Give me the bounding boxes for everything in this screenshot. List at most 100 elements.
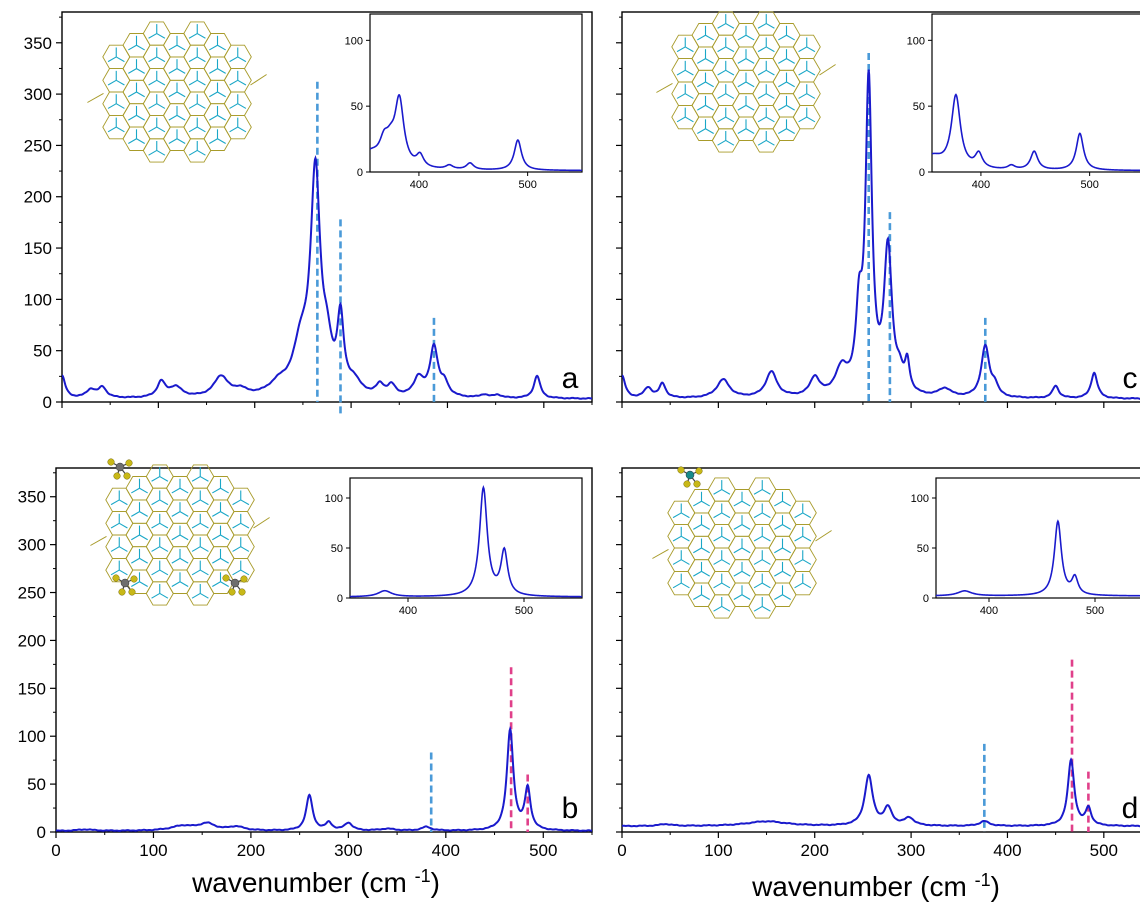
lattice-bond (232, 522, 242, 529)
lattice-bond (725, 23, 735, 29)
lattice-bond (217, 68, 226, 74)
lattice-bond (705, 81, 714, 88)
lattice-bond (176, 44, 186, 51)
lattice-bond (794, 512, 804, 519)
lattice-bond (672, 535, 682, 542)
lattice-bond (128, 138, 137, 144)
lattice-bond (778, 81, 787, 88)
lattice-bond (168, 91, 178, 98)
molecule-structure-image (656, 11, 836, 153)
lattice-bond (701, 500, 710, 507)
x-tick-label: 0 (617, 841, 626, 860)
lattice-bond (212, 511, 221, 517)
inset-x-tick-label: 400 (980, 605, 998, 617)
inset-x-tick-label: 500 (1086, 605, 1104, 617)
lattice-bond (148, 149, 158, 156)
lattice-bond (107, 126, 117, 133)
x-tick-label: 300 (897, 841, 925, 860)
inset-plot: 0 50 100 400 500 (345, 13, 583, 191)
lattice-bond (765, 69, 775, 76)
lattice-bond (701, 547, 710, 554)
lattice-bond (188, 56, 198, 63)
lattice-bond (220, 534, 229, 541)
lattice-bond (156, 149, 166, 156)
lattice-bond (701, 570, 710, 577)
lattice-bond (765, 93, 775, 99)
inset-frame (935, 477, 1140, 599)
lattice-bond (656, 82, 673, 93)
panel-frame (55, 467, 593, 833)
y-tick-label: 150 (18, 679, 46, 698)
lattice-bond (196, 126, 206, 133)
cluster-atom (677, 466, 685, 474)
lattice-bond (209, 91, 218, 98)
lattice-bond (191, 476, 201, 482)
lattice-bond (806, 69, 816, 76)
lattice-bond (745, 34, 755, 41)
lattice-bond (148, 103, 158, 109)
lattice-bond (713, 512, 723, 519)
spectrum-line (62, 155, 592, 400)
lattice-bond (794, 535, 804, 542)
lattice-bond (721, 512, 731, 519)
lattice-bond (128, 91, 137, 98)
lattice-bond (128, 68, 137, 74)
lattice-bond (196, 103, 206, 109)
lattice-bond (737, 128, 747, 134)
inset-y-tick-label: 100 (345, 35, 363, 47)
lattice-bond (741, 547, 751, 554)
y-tick-label: 200 (18, 631, 46, 650)
lattice-bond (176, 68, 186, 74)
cluster-center-atom (115, 462, 125, 472)
lattice-bond (676, 116, 686, 123)
lattice-bond (240, 522, 250, 529)
lattice-bond (705, 128, 714, 134)
panel-frame (621, 467, 1140, 833)
lattice-bond (684, 93, 694, 99)
lattice-bond (217, 114, 226, 121)
lattice-bond (802, 559, 812, 565)
lattice-bond (199, 476, 209, 482)
lattice-bond (115, 79, 125, 86)
lattice-hexagon (772, 116, 801, 141)
lattice-bond (118, 522, 128, 529)
lattice-bond (721, 535, 731, 542)
lattice-bond (778, 104, 787, 111)
lattice-bond (757, 23, 767, 29)
lattice-bond (733, 524, 743, 530)
panel-label: c (1123, 362, 1138, 395)
lattice-bond (196, 33, 206, 39)
lattice-bond (240, 569, 250, 576)
lattice-bond (232, 569, 242, 576)
lattice-bond (794, 582, 804, 589)
lattice-bond (806, 46, 816, 53)
lattice-bond (253, 517, 270, 529)
lattice-bond (229, 56, 239, 63)
lattice-bond (156, 126, 166, 133)
y-tick-label: 300 (24, 85, 52, 104)
inset-x-tick-label: 500 (1080, 179, 1098, 191)
lattice-bond (753, 512, 763, 519)
y-tick-label: 100 (24, 290, 52, 309)
lattice-bond (741, 500, 751, 507)
molecule-structure-image (87, 21, 267, 163)
lattice-bond (761, 605, 771, 612)
lattice-bond (733, 570, 743, 577)
axis-title-end: ) (431, 867, 440, 898)
lattice-bond (159, 546, 169, 552)
lattice-bond (168, 114, 178, 121)
lattice-bond (745, 128, 755, 134)
inset-x-tick-label: 400 (399, 605, 417, 617)
lattice-bond (684, 116, 694, 123)
y-tick-label: 0 (43, 393, 52, 412)
lattice-bond (713, 559, 723, 565)
lattice-bond (802, 535, 812, 542)
lattice-bond (697, 104, 706, 111)
lattice-bond (191, 499, 201, 506)
lattice-bond (250, 74, 267, 86)
lattice-bond (725, 69, 735, 76)
lattice-bond (107, 79, 117, 86)
lattice-bond (148, 56, 158, 63)
lattice-bond (191, 569, 201, 576)
